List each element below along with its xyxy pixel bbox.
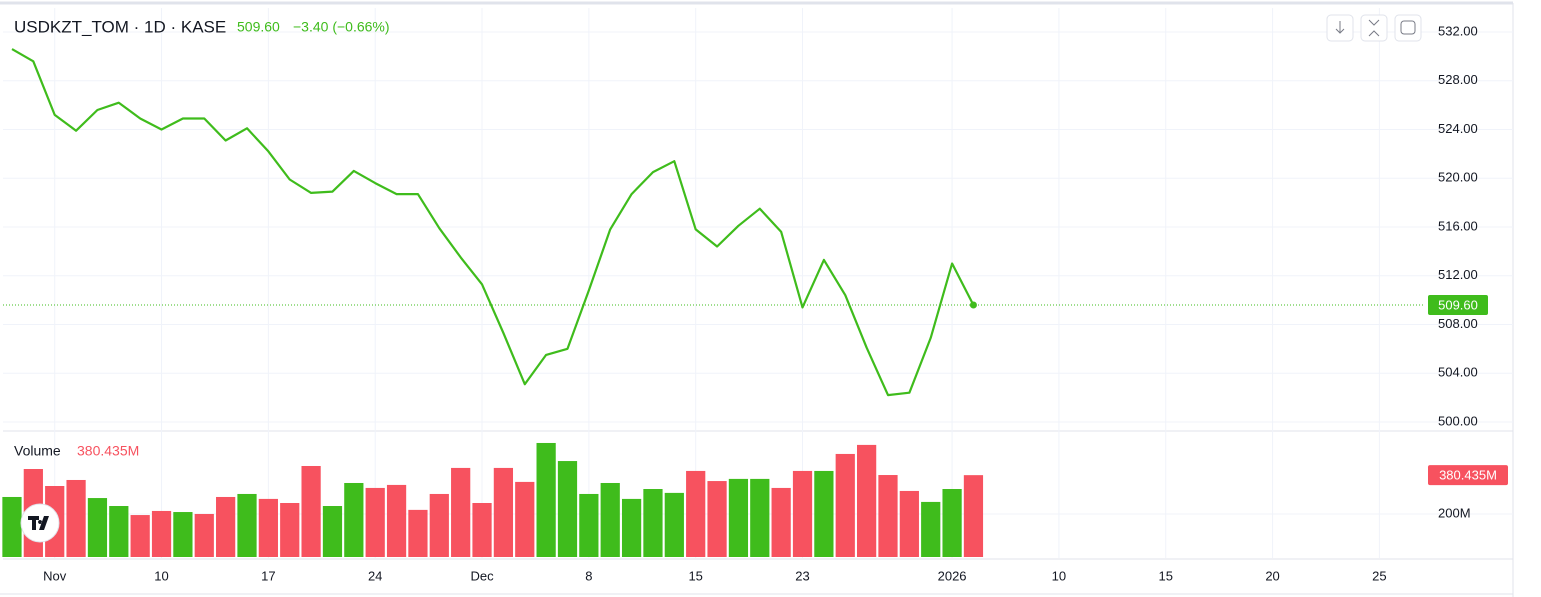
volume-bar: [643, 489, 663, 557]
volume-bar: [835, 453, 855, 557]
y-tick-label: 532.00: [1438, 23, 1478, 38]
volume-bar: [664, 492, 684, 557]
volume-bar: [365, 487, 385, 557]
last-volume-label: 380.435M: [1439, 468, 1497, 483]
y-tick-label: 528.00: [1438, 72, 1478, 87]
y-tick-label: 500.00: [1438, 413, 1478, 428]
volume-bar: [536, 442, 556, 557]
logo-mark: [28, 516, 49, 530]
last-point: [969, 301, 977, 309]
volume-bar: [814, 470, 834, 557]
x-tick-label: 10: [1052, 568, 1066, 583]
y-tick-label: 516.00: [1438, 218, 1478, 233]
arrow-icon: [1335, 21, 1345, 34]
chart-title: USDKZT_TOM · 1D · KASE: [14, 17, 226, 36]
x-tick-label: 15: [1159, 568, 1173, 583]
y-tick-label: 524.00: [1438, 121, 1478, 136]
volume-bar: [2, 496, 22, 557]
volume-bar: [66, 479, 86, 557]
volume-bar: [151, 510, 172, 557]
toolbar: [1326, 14, 1422, 42]
x-tick-label: 17: [261, 568, 275, 583]
volume-bar: [899, 490, 919, 557]
volume-bar: [515, 481, 535, 557]
x-tick-label: 10: [154, 568, 168, 583]
x-tick-label: 8: [585, 568, 592, 583]
volume-bar: [216, 496, 236, 557]
volume-bar: [87, 498, 108, 557]
volume-bar: [237, 493, 257, 557]
logo: [20, 503, 60, 543]
volume-bar: [792, 470, 813, 557]
volume-bar: [386, 484, 407, 557]
collapse-button[interactable]: [1360, 14, 1388, 42]
volume-bar: [322, 506, 343, 557]
x-tick-label: Dec: [470, 568, 494, 583]
volume-bar: [963, 475, 984, 557]
volume-bar: [579, 493, 599, 557]
x-tick-label: 20: [1265, 568, 1279, 583]
header-change: −3.40 (−0.66%): [293, 19, 390, 35]
volume-bar: [472, 502, 492, 557]
last-price-tag: [1428, 294, 1488, 315]
volume-bar: [750, 478, 770, 557]
volume-bar: [942, 489, 962, 557]
x-tick-label: Nov: [43, 568, 67, 583]
volume-bar: [173, 512, 193, 557]
y-tick-label: 508.00: [1438, 316, 1478, 331]
maximize-button[interactable]: [1394, 14, 1422, 42]
volume-bar: [878, 475, 898, 557]
volume-bar: [408, 509, 428, 557]
volume-bar: [728, 478, 749, 557]
volume-bar: [301, 465, 321, 557]
volume-bar: [557, 461, 578, 557]
volume-bar: [451, 467, 471, 557]
collapse-icon: [1368, 19, 1380, 37]
volume-bar: [771, 487, 791, 557]
y-tick-label: 504.00: [1438, 365, 1478, 380]
volume-bar: [280, 502, 300, 557]
volume-bar: [258, 498, 278, 557]
x-tick-label: 23: [795, 568, 809, 583]
x-tick-label: 15: [688, 568, 702, 583]
last-price-label: 509.60: [1438, 297, 1478, 312]
y-tick-label: 200M: [1438, 505, 1471, 520]
volume-header-value: 380.435M: [77, 443, 139, 459]
volume-bar: [493, 467, 514, 557]
volume-bar: [686, 470, 706, 557]
volume-bar: [621, 498, 642, 557]
x-tick-label: 25: [1372, 568, 1386, 583]
x-tick-label: 24: [368, 568, 382, 583]
volume-bar: [857, 444, 877, 557]
y-tick-label: 512.00: [1438, 267, 1478, 282]
last-volume-tag: [1428, 465, 1508, 486]
volume-title: Volume: [14, 443, 61, 459]
volume-bar: [921, 501, 941, 557]
volume-bar: [109, 506, 129, 557]
maximize-icon: [1400, 20, 1416, 35]
header-price: 509.60: [237, 19, 280, 35]
volume-bar: [707, 481, 727, 557]
volume-bar: [194, 513, 214, 557]
volume-bar: [600, 482, 620, 557]
price-line: [11, 48, 975, 397]
volume-bar: [344, 482, 364, 557]
volume-bar: [130, 515, 150, 557]
y-tick-label: 520.00: [1438, 170, 1478, 185]
x-tick-label: 2026: [938, 568, 967, 583]
volume-bar: [429, 493, 449, 557]
